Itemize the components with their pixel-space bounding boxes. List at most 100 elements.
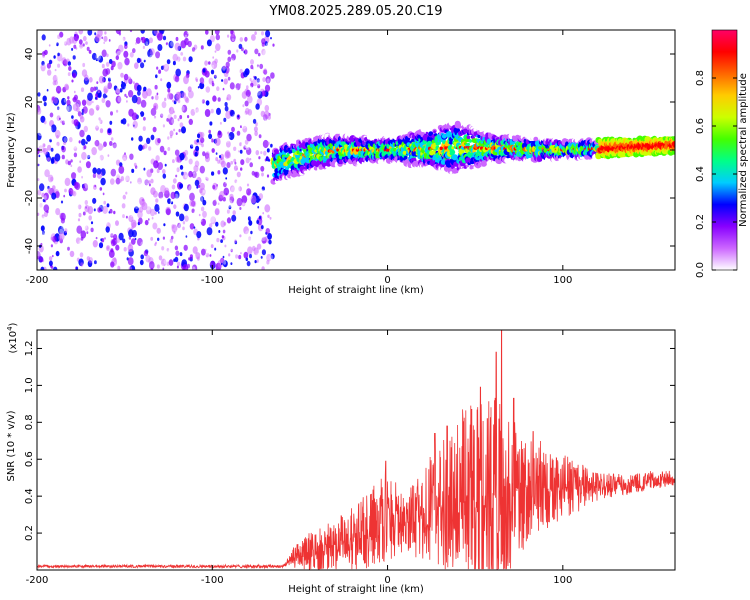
noise-speckle — [94, 140, 98, 146]
noise-speckle — [226, 140, 231, 148]
noise-speckle — [209, 121, 213, 126]
noise-speckle — [161, 185, 164, 189]
noise-speckle — [236, 52, 243, 60]
ridge-mark — [506, 159, 511, 164]
noise-speckle — [171, 184, 176, 190]
noise-speckle — [124, 57, 130, 66]
noise-speckle — [96, 70, 100, 76]
noise-speckle — [79, 116, 85, 123]
noise-speckle — [174, 167, 178, 172]
noise-speckle — [215, 34, 220, 41]
noise-speckle — [224, 105, 229, 112]
noise-speckle — [249, 214, 255, 221]
noise-speckle — [79, 114, 84, 120]
noise-speckle — [163, 223, 166, 227]
noise-speckle — [105, 100, 111, 108]
noise-speckle — [50, 236, 54, 241]
noise-speckle — [244, 119, 250, 127]
noise-speckle — [227, 34, 230, 38]
noise-speckle — [184, 149, 189, 156]
noise-speckle — [98, 75, 105, 84]
noise-speckle — [187, 184, 192, 191]
noise-speckle — [267, 233, 272, 240]
noise-speckle — [115, 88, 120, 95]
noise-speckle — [179, 152, 185, 161]
noise-speckle — [261, 233, 265, 239]
noise-speckle — [65, 55, 70, 62]
noise-speckle — [37, 41, 42, 49]
noise-speckle — [170, 191, 176, 200]
noise-speckle — [162, 169, 166, 174]
noise-speckle — [73, 210, 78, 218]
noise-speckle — [226, 209, 230, 214]
noise-speckle — [94, 32, 97, 36]
colorbar-tick-label: 0.0 — [695, 262, 706, 278]
noise-speckle — [37, 92, 41, 97]
noise-speckle — [205, 151, 210, 158]
noise-speckle — [184, 155, 188, 161]
snr-y-tick-label: 0.6 — [24, 451, 35, 467]
noise-speckle — [160, 264, 165, 269]
noise-speckle — [49, 134, 54, 141]
noise-speckle — [183, 30, 189, 38]
noise-speckle — [250, 195, 257, 204]
noise-speckle — [110, 168, 117, 177]
noise-speckle — [57, 34, 61, 40]
noise-speckle — [231, 53, 236, 61]
chart-title: YM08.2025.289.05.20.C19 — [269, 4, 443, 19]
noise-speckle — [150, 208, 156, 217]
ridge-mark — [510, 159, 514, 164]
noise-speckle — [204, 109, 211, 117]
noise-speckle — [239, 149, 243, 154]
noise-speckle — [82, 183, 89, 192]
noise-speckle — [177, 59, 180, 62]
noise-speckle — [42, 230, 45, 235]
noise-speckle — [222, 87, 225, 91]
noise-speckle — [48, 44, 51, 47]
noise-speckle — [100, 177, 106, 186]
noise-speckle — [223, 146, 227, 152]
noise-speckle — [128, 90, 134, 98]
noise-speckle — [39, 200, 45, 209]
noise-speckle — [160, 78, 163, 82]
noise-speckle — [109, 120, 113, 125]
noise-speckle — [217, 130, 223, 139]
noise-speckle — [260, 151, 263, 155]
noise-speckle — [140, 62, 145, 69]
noise-speckle — [108, 77, 111, 82]
noise-speckle — [106, 82, 109, 85]
noise-speckle — [260, 233, 267, 242]
noise-speckle — [37, 178, 40, 182]
ridge-mark — [525, 153, 533, 160]
noise-speckle — [158, 85, 164, 93]
noise-speckle — [256, 259, 259, 263]
noise-speckle — [189, 223, 195, 230]
spectrogram-y-tick-label: 20 — [24, 96, 35, 109]
noise-speckle — [112, 121, 118, 130]
noise-speckle — [91, 100, 94, 104]
noise-speckle — [103, 205, 107, 210]
noise-speckle — [118, 165, 125, 174]
noise-speckle — [252, 78, 258, 87]
ridge-mark — [362, 161, 365, 165]
noise-speckle — [97, 143, 103, 151]
noise-speckle — [146, 195, 152, 203]
noise-speckle — [167, 147, 171, 151]
noise-speckle — [74, 50, 81, 59]
ridge-mark — [449, 171, 453, 175]
noise-speckle — [127, 244, 134, 253]
noise-speckle — [146, 169, 152, 178]
noise-speckle — [182, 188, 187, 195]
noise-speckle — [64, 67, 67, 72]
noise-speckle — [225, 179, 229, 183]
noise-speckle — [93, 263, 98, 270]
noise-speckle — [183, 203, 189, 212]
noise-speckle — [90, 227, 94, 233]
noise-speckle — [131, 226, 134, 230]
noise-speckle — [246, 190, 249, 193]
noise-speckle — [118, 232, 124, 241]
noise-speckle — [88, 55, 91, 59]
noise-speckle — [200, 131, 205, 139]
noise-speckle — [261, 249, 266, 256]
noise-speckle — [214, 207, 220, 216]
